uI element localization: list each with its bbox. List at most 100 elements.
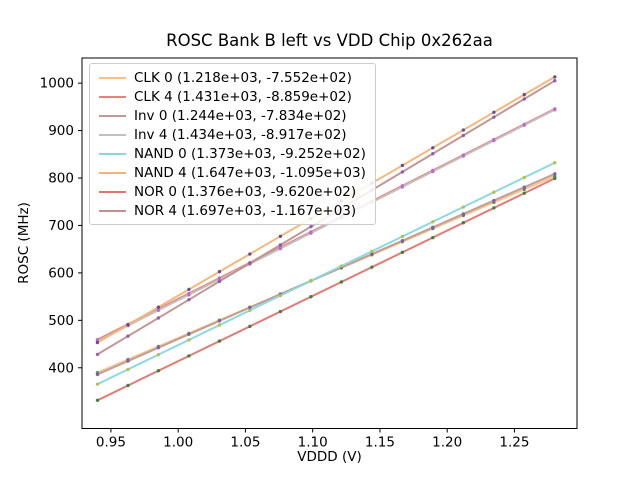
series-marker-nor-0 — [309, 295, 313, 299]
series-marker-nand-4 — [553, 75, 557, 79]
series-marker-inv-4 — [156, 308, 161, 312]
series-marker-inv-0 — [126, 359, 130, 363]
series-marker-nand-0 — [278, 293, 283, 298]
series-marker-nor-0 — [248, 324, 252, 329]
legend-label-inv-0: Inv 0 (1.244e+03, -7.834e+02) — [134, 107, 347, 124]
legend-label-nand-0: NAND 0 (1.373e+03, -9.252e+02) — [134, 145, 366, 162]
series-marker-nor-4 — [400, 170, 405, 174]
legend-label-nor-0: NOR 0 (1.376e+03, -9.620e+02) — [134, 183, 357, 200]
legend-label-inv-4: Inv 4 (1.434e+03, -8.917e+02) — [134, 126, 347, 143]
series-marker-inv-4 — [431, 169, 435, 174]
series-marker-nor-0 — [522, 191, 526, 195]
legend: CLK 0 (1.218e+03, -7.552e+02) CLK 4 (1.43… — [89, 63, 376, 225]
series-marker-nor-0 — [156, 369, 161, 373]
series-marker-inv-4 — [461, 154, 466, 158]
series-marker-nand-4 — [248, 252, 252, 256]
series-marker-nor-4 — [278, 243, 283, 247]
legend-item-inv-0: Inv 0 (1.244e+03, -7.834e+02) — [99, 106, 366, 125]
series-marker-nand-4 — [187, 287, 191, 292]
legend-item-nand-4: NAND 4 (1.647e+03, -1.095e+03) — [99, 163, 366, 182]
series-marker-nor-4 — [156, 316, 161, 320]
series-marker-inv-0 — [431, 225, 435, 230]
legend-swatch-nor-4 — [99, 209, 126, 212]
plot-border — [81, 57, 578, 429]
series-marker-nor-4 — [187, 297, 191, 302]
series-marker-nand-4 — [400, 163, 405, 168]
chart-title: ROSC Bank B left vs VDD Chip 0x262aa — [166, 31, 493, 50]
y-tick-label: 500 — [48, 313, 74, 329]
series-marker-inv-4 — [522, 123, 526, 127]
series-marker-nor-4 — [492, 115, 496, 119]
series-marker-nor-0 — [187, 354, 191, 358]
legend-swatch-inv-0 — [99, 114, 126, 117]
x-tick-label: 1.15 — [365, 435, 395, 451]
series-marker-inv-0 — [95, 372, 100, 377]
series-marker-nand-0 — [553, 161, 557, 165]
y-tick-label: 700 — [48, 218, 74, 234]
series-marker-nor-0 — [370, 265, 374, 269]
series-marker-nor-0 — [431, 235, 435, 240]
series-line-nor-0 — [96, 177, 556, 402]
legend-label-nor-4: NOR 4 (1.697e+03, -1.167e+03) — [134, 202, 357, 219]
series-marker-nand-0 — [126, 367, 130, 372]
series-marker-inv-0 — [187, 332, 191, 337]
legend-item-nor-0: NOR 0 (1.376e+03, -9.620e+02) — [99, 182, 366, 201]
series-marker-nand-0 — [187, 338, 191, 342]
y-tick-label: 1000 — [40, 76, 74, 92]
legend-label-clk-0: CLK 0 (1.218e+03, -7.552e+02) — [134, 69, 352, 86]
series-marker-nand-0 — [156, 352, 161, 357]
series-marker-nor-4 — [95, 352, 100, 357]
legend-item-nand-0: NAND 0 (1.373e+03, -9.252e+02) — [99, 144, 366, 163]
legend-swatch-clk-0 — [99, 76, 126, 79]
series-marker-nor-4 — [431, 152, 435, 156]
legend-label-clk-4: CLK 4 (1.431e+03, -8.859e+02) — [134, 88, 352, 105]
x-tick-label: 1.25 — [499, 435, 529, 451]
x-tick-label: 1.20 — [432, 435, 462, 451]
series-marker-nand-0 — [461, 205, 466, 209]
series-marker-inv-4 — [187, 293, 191, 297]
series-marker-inv-0 — [248, 305, 252, 310]
series-marker-nand-0 — [248, 308, 252, 313]
y-axis-label: ROSC (MHz) — [16, 202, 32, 284]
legend-item-clk-4: CLK 4 (1.431e+03, -8.859e+02) — [99, 87, 366, 106]
series-marker-nand-0 — [95, 382, 100, 386]
series-marker-nor-0 — [492, 206, 496, 210]
y-tick-label: 800 — [48, 171, 74, 187]
series-marker-nor-4 — [309, 224, 313, 229]
series-marker-nand-0 — [431, 220, 435, 224]
series-marker-nand-0 — [217, 323, 222, 327]
series-marker-inv-0 — [492, 198, 496, 203]
x-axis-label: VDDD (V) — [297, 449, 362, 465]
series-marker-nor-0 — [126, 383, 130, 388]
series-marker-nor-4 — [522, 97, 526, 101]
series-marker-nor-0 — [400, 250, 405, 255]
legend-swatch-inv-4 — [99, 133, 126, 136]
x-tick-label: 0.95 — [96, 435, 126, 451]
y-tick-label: 600 — [48, 265, 74, 281]
legend-swatch-clk-4 — [99, 95, 126, 98]
series-marker-inv-0 — [522, 185, 526, 189]
series-marker-nand-4 — [461, 128, 466, 132]
x-tick-label: 1.00 — [163, 435, 193, 451]
series-marker-inv-4 — [400, 185, 405, 189]
series-marker-inv-4 — [553, 108, 557, 112]
series-marker-nor-4 — [248, 261, 252, 265]
series-marker-nand-0 — [339, 264, 344, 268]
legend-item-nor-4: NOR 4 (1.697e+03, -1.167e+03) — [99, 201, 366, 220]
series-marker-nand-4 — [95, 340, 100, 345]
legend-swatch-nand-4 — [99, 171, 126, 174]
series-marker-nor-0 — [553, 176, 557, 181]
series-marker-nor-0 — [461, 221, 466, 225]
series-marker-inv-4 — [492, 138, 496, 143]
series-marker-inv-0 — [553, 172, 557, 176]
series-marker-nand-4 — [522, 92, 526, 97]
series-marker-nor-0 — [217, 339, 222, 343]
series-marker-nor-0 — [278, 309, 283, 314]
series-marker-inv-4 — [278, 246, 283, 251]
series-marker-inv-0 — [156, 346, 161, 350]
series-marker-nor-0 — [339, 280, 344, 284]
legend-swatch-nand-0 — [99, 152, 126, 155]
y-tick-label: 900 — [48, 123, 74, 139]
series-marker-nand-4 — [431, 146, 435, 150]
